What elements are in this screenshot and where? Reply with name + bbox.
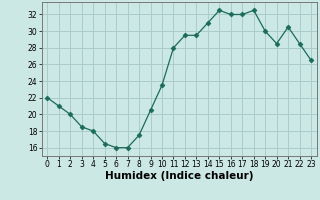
X-axis label: Humidex (Indice chaleur): Humidex (Indice chaleur) — [105, 171, 253, 181]
